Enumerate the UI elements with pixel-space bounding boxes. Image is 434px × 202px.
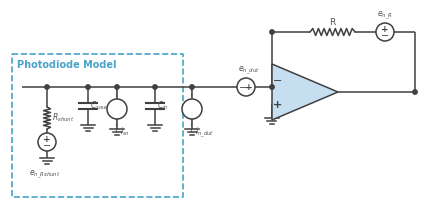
Circle shape	[412, 90, 416, 95]
Circle shape	[189, 85, 194, 90]
Text: R: R	[329, 18, 335, 27]
Circle shape	[269, 85, 273, 90]
Text: $e_{n\_R}$: $e_{n\_R}$	[376, 9, 392, 22]
Text: $i_{n\_dut}$: $i_{n\_dut}$	[194, 125, 214, 140]
Circle shape	[107, 100, 127, 119]
Text: +: +	[43, 135, 51, 144]
Text: +: +	[380, 25, 388, 34]
Circle shape	[38, 133, 56, 151]
Text: −: −	[273, 76, 282, 86]
Text: −: −	[238, 83, 247, 93]
Text: $R_{shunt}$: $R_{shunt}$	[52, 111, 74, 124]
Text: $C_{source}$: $C_{source}$	[90, 99, 115, 112]
Text: $e_{n\_Rshunt}$: $e_{n\_Rshunt}$	[29, 168, 60, 181]
Text: $C_{in}$: $C_{in}$	[157, 99, 168, 112]
Circle shape	[269, 31, 273, 35]
Text: +: +	[273, 99, 282, 109]
Text: −: −	[380, 31, 388, 41]
Circle shape	[152, 85, 157, 90]
Circle shape	[237, 79, 254, 97]
Circle shape	[375, 24, 393, 42]
Polygon shape	[271, 65, 337, 120]
Circle shape	[115, 85, 119, 90]
Text: Photodiode Model: Photodiode Model	[17, 60, 116, 70]
Text: −: −	[43, 141, 51, 151]
Text: $e_{n\_dut}$: $e_{n\_dut}$	[237, 64, 259, 77]
Circle shape	[85, 85, 90, 90]
Text: +: +	[245, 83, 253, 92]
Circle shape	[181, 100, 201, 119]
Circle shape	[45, 85, 49, 90]
Text: $i_{sn}$: $i_{sn}$	[120, 125, 130, 138]
